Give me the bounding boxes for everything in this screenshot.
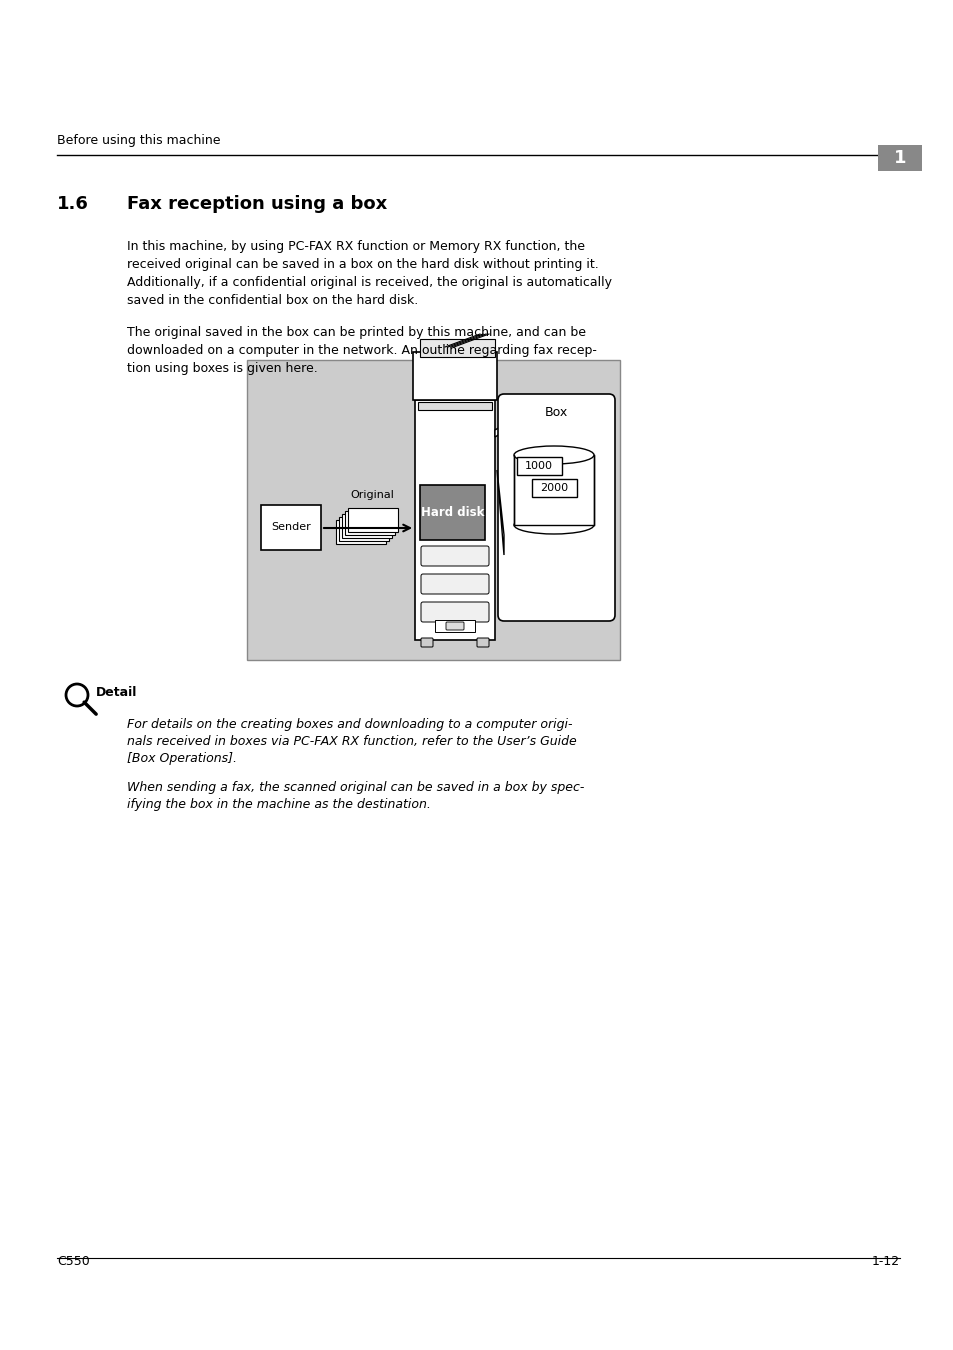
Text: 1.6: 1.6	[57, 194, 89, 213]
Text: ifying the box in the machine as the destination.: ifying the box in the machine as the des…	[127, 798, 431, 811]
Text: In this machine, by using PC-FAX RX function or Memory RX function, the: In this machine, by using PC-FAX RX func…	[127, 240, 584, 252]
Text: saved in the confidential box on the hard disk.: saved in the confidential box on the har…	[127, 294, 417, 306]
Text: Additionally, if a confidential original is received, the original is automatica: Additionally, if a confidential original…	[127, 275, 612, 289]
FancyBboxPatch shape	[446, 622, 463, 630]
Text: Before using this machine: Before using this machine	[57, 134, 220, 147]
Text: The original saved in the box can be printed by this machine, and can be: The original saved in the box can be pri…	[127, 325, 585, 339]
FancyBboxPatch shape	[417, 402, 492, 410]
Polygon shape	[348, 508, 397, 532]
Text: 1-12: 1-12	[871, 1256, 899, 1268]
FancyBboxPatch shape	[497, 394, 615, 621]
Text: Fax reception using a box: Fax reception using a box	[127, 194, 387, 213]
FancyBboxPatch shape	[514, 455, 594, 525]
Polygon shape	[335, 520, 386, 544]
Text: For details on the creating boxes and downloading to a computer origi-: For details on the creating boxes and do…	[127, 718, 572, 730]
Polygon shape	[341, 514, 392, 539]
Text: 1: 1	[893, 148, 905, 167]
FancyBboxPatch shape	[877, 144, 921, 171]
Ellipse shape	[514, 516, 594, 535]
Text: Original: Original	[350, 490, 394, 500]
FancyBboxPatch shape	[435, 620, 475, 632]
Polygon shape	[497, 470, 503, 555]
FancyBboxPatch shape	[532, 479, 577, 497]
FancyBboxPatch shape	[517, 458, 561, 475]
FancyBboxPatch shape	[415, 400, 495, 640]
FancyBboxPatch shape	[419, 339, 495, 356]
Polygon shape	[338, 517, 389, 541]
Text: nals received in boxes via PC-FAX RX function, refer to the User’s Guide: nals received in boxes via PC-FAX RX fun…	[127, 734, 577, 748]
FancyBboxPatch shape	[413, 352, 497, 400]
Polygon shape	[345, 512, 395, 535]
Text: Hard disk: Hard disk	[420, 506, 484, 518]
FancyBboxPatch shape	[261, 505, 320, 549]
Text: 2000: 2000	[539, 483, 567, 493]
Text: Sender: Sender	[271, 522, 311, 532]
FancyBboxPatch shape	[476, 639, 489, 647]
Polygon shape	[495, 414, 519, 437]
Text: received original can be saved in a box on the hard disk without printing it.: received original can be saved in a box …	[127, 258, 598, 271]
Text: tion using boxes is given here.: tion using boxes is given here.	[127, 362, 317, 375]
FancyBboxPatch shape	[420, 639, 433, 647]
FancyBboxPatch shape	[420, 602, 489, 622]
Text: C550: C550	[57, 1256, 90, 1268]
Text: Box: Box	[544, 406, 568, 418]
Ellipse shape	[514, 446, 594, 464]
FancyBboxPatch shape	[247, 360, 619, 660]
Text: 1000: 1000	[524, 460, 553, 471]
Text: downloaded on a computer in the network. An outline regarding fax recep-: downloaded on a computer in the network.…	[127, 344, 597, 356]
Text: [Box Operations].: [Box Operations].	[127, 752, 236, 765]
Text: Detail: Detail	[96, 687, 137, 699]
Text: When sending a fax, the scanned original can be saved in a box by spec-: When sending a fax, the scanned original…	[127, 782, 584, 794]
FancyBboxPatch shape	[419, 485, 484, 540]
FancyBboxPatch shape	[420, 574, 489, 594]
FancyBboxPatch shape	[420, 545, 489, 566]
